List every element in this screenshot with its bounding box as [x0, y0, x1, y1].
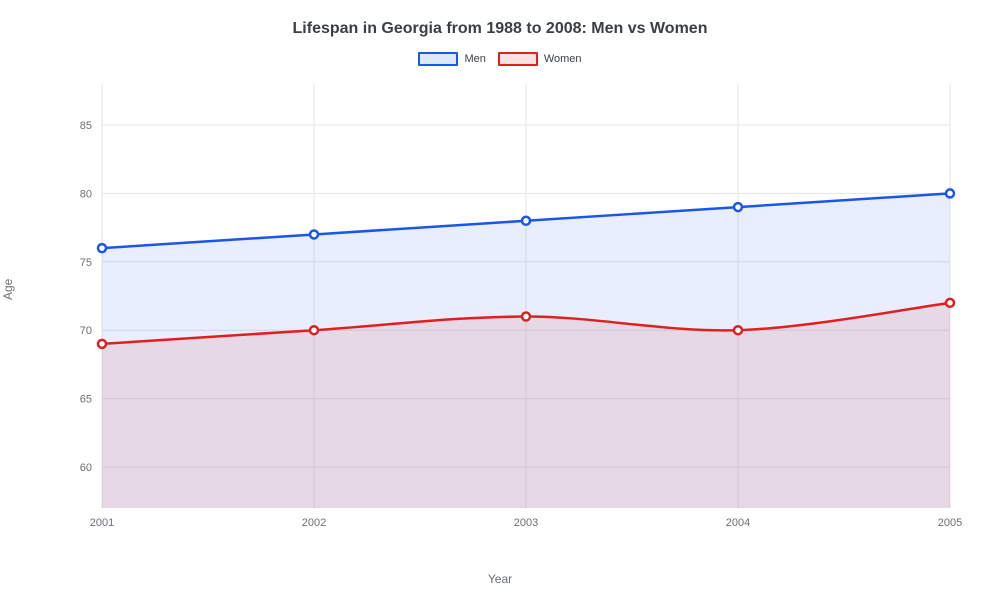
data-point-men[interactable] [310, 230, 318, 238]
y-tick-label: 70 [80, 325, 92, 337]
data-point-women[interactable] [522, 313, 530, 321]
plot-area: 2001 2002 2003 2004 2005 60 65 70 75 80 85 [50, 78, 970, 538]
data-point-men[interactable] [734, 203, 742, 211]
legend-swatch-icon [498, 52, 538, 66]
x-tick-label: 2002 [302, 517, 326, 529]
data-point-men[interactable] [522, 217, 530, 225]
chart-title: Lifespan in Georgia from 1988 to 2008: M… [0, 20, 1000, 38]
data-point-women[interactable] [734, 326, 742, 334]
y-axis-ticks: 60 65 70 75 80 85 [80, 120, 92, 474]
y-tick-label: 80 [80, 188, 92, 200]
chart: Lifespan in Georgia from 1988 to 2008: M… [0, 0, 1000, 600]
y-tick-label: 60 [80, 462, 92, 474]
data-point-men[interactable] [98, 244, 106, 252]
x-axis-ticks: 2001 2002 2003 2004 2005 [90, 517, 962, 529]
x-tick-label: 2004 [726, 517, 750, 529]
data-point-men[interactable] [946, 189, 954, 197]
legend-label: Women [544, 53, 582, 65]
y-axis-label: Age [1, 279, 15, 300]
data-point-women[interactable] [310, 326, 318, 334]
legend-label: Men [464, 53, 485, 65]
y-tick-label: 65 [80, 394, 92, 406]
legend-item-men[interactable]: Men [418, 52, 485, 66]
legend-item-women[interactable]: Women [498, 52, 582, 66]
data-point-women[interactable] [946, 299, 954, 307]
y-tick-label: 85 [80, 120, 92, 132]
data-point-women[interactable] [98, 340, 106, 348]
y-tick-label: 75 [80, 257, 92, 269]
x-tick-label: 2005 [938, 517, 962, 529]
series-group [98, 189, 954, 508]
legend-swatch-icon [418, 52, 458, 66]
x-axis-label: Year [0, 572, 1000, 586]
x-tick-label: 2001 [90, 517, 114, 529]
x-tick-label: 2003 [514, 517, 538, 529]
legend: Men Women [0, 52, 1000, 66]
